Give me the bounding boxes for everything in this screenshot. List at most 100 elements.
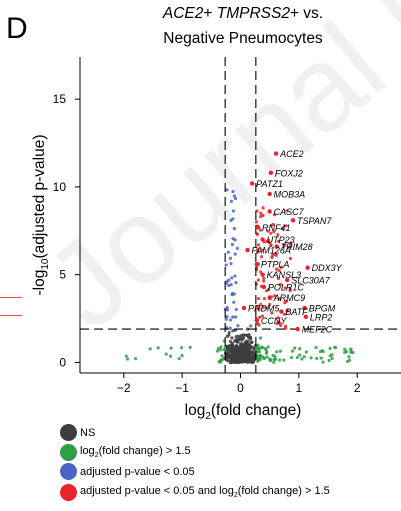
data-point bbox=[169, 354, 173, 358]
data-point bbox=[250, 356, 254, 360]
data-point bbox=[225, 188, 229, 192]
data-point bbox=[273, 294, 277, 298]
gene-point-mef2c bbox=[295, 326, 300, 332]
data-point bbox=[276, 276, 280, 281]
data-point bbox=[216, 346, 220, 351]
data-point bbox=[302, 355, 306, 359]
data-point bbox=[231, 209, 236, 213]
data-point bbox=[277, 320, 281, 324]
data-point bbox=[234, 281, 238, 285]
data-point bbox=[319, 356, 323, 360]
data-point bbox=[234, 344, 238, 349]
legend-swatch bbox=[60, 444, 77, 461]
gene-point-slc30a7 bbox=[284, 277, 290, 283]
gene-label-batf: BATF bbox=[285, 307, 308, 317]
data-point bbox=[229, 199, 233, 203]
data-point bbox=[224, 263, 228, 267]
gene-point-mob3a bbox=[267, 191, 272, 197]
data-point bbox=[134, 356, 138, 361]
data-point bbox=[232, 350, 236, 354]
data-point bbox=[230, 242, 235, 247]
y-label-text: (adjusted p-value) bbox=[31, 134, 48, 258]
data-point bbox=[274, 267, 279, 271]
y-tick-label: 15 bbox=[53, 92, 67, 106]
data-point bbox=[327, 358, 331, 363]
gene-label-armc9: ARMC9 bbox=[273, 293, 306, 303]
data-point bbox=[276, 232, 280, 237]
gene-point-foxj2 bbox=[268, 170, 274, 176]
data-point bbox=[235, 339, 240, 343]
data-point bbox=[256, 243, 261, 247]
data-point bbox=[236, 324, 240, 328]
legend-label: NS bbox=[80, 427, 95, 439]
gene-point-kansl3 bbox=[260, 272, 265, 277]
gene-label-slc30a7: SLC30A7 bbox=[291, 275, 331, 285]
data-point bbox=[272, 213, 277, 217]
data-point bbox=[226, 348, 230, 352]
panel-letter: D bbox=[6, 12, 28, 45]
data-point bbox=[231, 315, 235, 319]
data-point bbox=[233, 252, 237, 256]
data-point bbox=[235, 246, 239, 250]
data-point bbox=[321, 349, 325, 354]
legend-label-text: log bbox=[80, 445, 95, 458]
data-point bbox=[273, 357, 277, 361]
data-point bbox=[226, 250, 230, 254]
data-point bbox=[277, 239, 281, 243]
data-point bbox=[266, 229, 270, 233]
data-point bbox=[261, 305, 265, 310]
data-point bbox=[289, 241, 293, 245]
legend-label-text: adjusted p-value < 0.05 bbox=[80, 465, 195, 478]
legend-label-subscript: 2 bbox=[94, 452, 99, 460]
gene-point-polr1c bbox=[261, 284, 267, 290]
data-point bbox=[248, 336, 252, 340]
data-point bbox=[215, 349, 220, 353]
data-point bbox=[282, 358, 286, 362]
legend-label-text: adjusted p-value < 0.05 and log bbox=[80, 485, 234, 498]
data-point bbox=[233, 274, 237, 278]
data-point bbox=[180, 346, 184, 350]
data-point bbox=[233, 339, 237, 343]
legend-label-text: (fold change) > 1.5 bbox=[98, 445, 191, 458]
title-gene-tmprss2: TMPRSS2 bbox=[217, 5, 291, 22]
data-point bbox=[314, 345, 318, 350]
data-point bbox=[219, 348, 223, 352]
data-point bbox=[230, 336, 234, 340]
data-point bbox=[265, 350, 269, 354]
data-point bbox=[255, 305, 260, 309]
y-label-sub: 10 bbox=[40, 258, 51, 270]
data-point bbox=[225, 305, 229, 310]
gene-label-polr1c: POLR1C bbox=[268, 282, 305, 292]
data-point bbox=[328, 354, 332, 358]
gene-label-ptpla: PTPLA bbox=[261, 260, 290, 270]
legend-swatch bbox=[60, 424, 77, 441]
data-point bbox=[225, 315, 229, 319]
y-axis-label: -log10(adjusted p-value) bbox=[31, 134, 51, 295]
data-point bbox=[225, 334, 229, 339]
gene-point-ptpla bbox=[254, 261, 260, 267]
data-point bbox=[239, 342, 243, 346]
data-point bbox=[285, 209, 289, 213]
data-point bbox=[231, 217, 235, 221]
gene-label-ccny: CCNY bbox=[261, 316, 287, 326]
gene-point-fam126a bbox=[245, 247, 250, 253]
data-point bbox=[270, 311, 274, 315]
title-plus: + bbox=[203, 5, 216, 22]
data-point bbox=[269, 231, 273, 235]
data-point bbox=[231, 329, 235, 333]
data-point bbox=[278, 283, 282, 287]
data-point bbox=[228, 326, 232, 330]
x-label-text: (fold change) bbox=[211, 402, 301, 419]
data-point bbox=[321, 360, 325, 364]
data-point bbox=[271, 353, 275, 358]
data-point bbox=[259, 270, 263, 274]
legend-entry-fc: log2(fold change) > 1.5 bbox=[60, 444, 191, 461]
data-point bbox=[237, 345, 242, 349]
data-point bbox=[177, 356, 181, 361]
data-point bbox=[333, 345, 338, 350]
data-point bbox=[277, 269, 281, 273]
gene-point-batf bbox=[279, 309, 284, 314]
data-point bbox=[259, 214, 263, 219]
